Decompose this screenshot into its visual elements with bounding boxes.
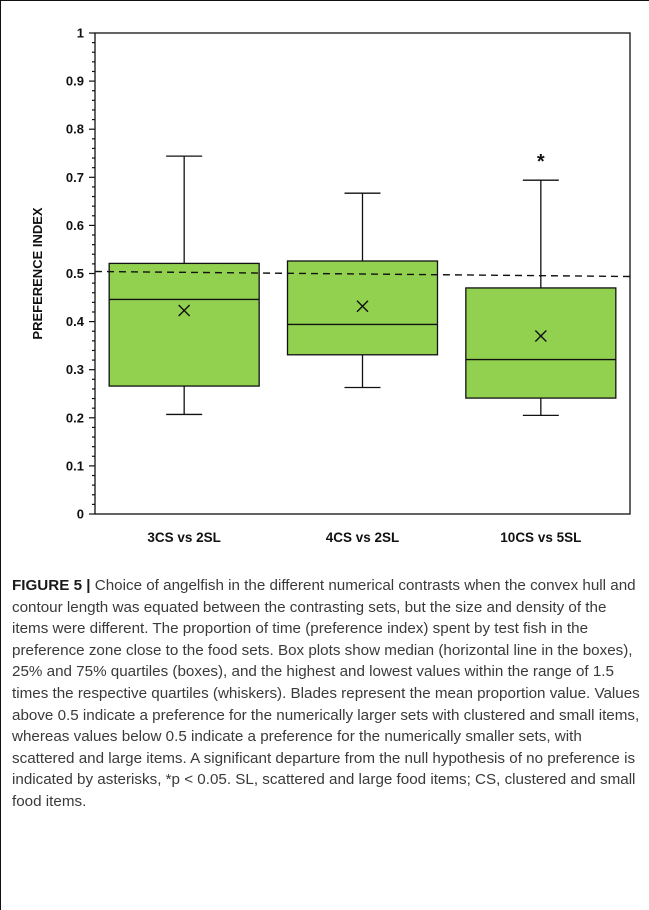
y-tick-label: 0.3 bbox=[66, 362, 84, 377]
y-tick-label: 0.9 bbox=[66, 74, 84, 89]
y-tick-label: 0 bbox=[77, 507, 84, 522]
caption-text: Choice of angelfish in the different num… bbox=[12, 577, 640, 810]
significance-asterisk: * bbox=[537, 151, 545, 173]
y-tick-label: 0.7 bbox=[66, 170, 84, 185]
y-tick-label: 0.4 bbox=[66, 314, 85, 329]
mean-marker bbox=[356, 300, 369, 313]
y-tick-label: 0.1 bbox=[66, 458, 84, 473]
mean-marker bbox=[534, 330, 547, 343]
x-category-label: 10CS vs 5SL bbox=[500, 530, 581, 545]
chance-reference-line bbox=[94, 270, 631, 278]
y-tick-label: 0.5 bbox=[66, 266, 84, 281]
x-category-label: 3CS vs 2SL bbox=[147, 530, 221, 545]
y-tick-label: 1 bbox=[77, 26, 84, 41]
figure-label: FIGURE 5 | bbox=[12, 577, 91, 594]
iqr-box bbox=[286, 260, 439, 356]
x-category-label: 4CS vs 2SL bbox=[326, 530, 400, 545]
iqr-box bbox=[465, 287, 617, 399]
y-axis-label: PREFERENCE INDEX bbox=[30, 207, 45, 340]
y-tick-label: 0.6 bbox=[66, 218, 84, 233]
mean-marker bbox=[178, 304, 191, 317]
y-tick-label: 0.8 bbox=[66, 122, 84, 137]
iqr-box bbox=[108, 262, 260, 387]
box-plot-chart: 0 0.1 0.2 0.3 0.4 0.5 0.6 0.7 0.8 0.9 1 PREFERENCE … bbox=[30, 26, 631, 545]
figure-caption: FIGURE 5 | Choice of angelfish in the di… bbox=[12, 575, 642, 813]
y-tick-label: 0.2 bbox=[66, 410, 84, 425]
